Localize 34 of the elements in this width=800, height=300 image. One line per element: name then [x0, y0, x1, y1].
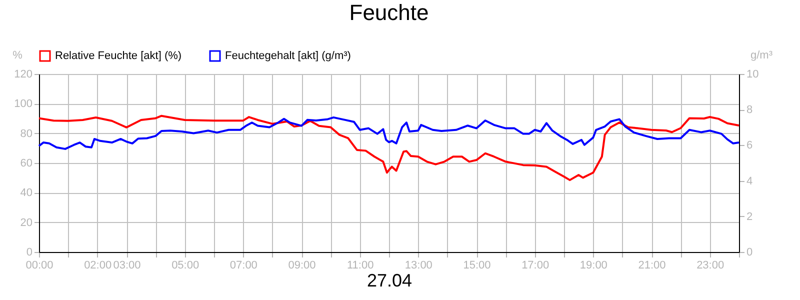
x-tick-label: 09:00: [288, 260, 316, 272]
y2-tick-label: 8: [746, 104, 753, 116]
x-tick-label: 07:00: [230, 260, 258, 272]
y-tick-label: 20: [20, 216, 32, 229]
x-tick-label: 02:00: [84, 260, 112, 272]
x-axis-title: 27.04: [366, 270, 412, 290]
y-tick-label: 60: [20, 158, 32, 170]
x-tick-label: 15:00: [463, 260, 491, 272]
y-tick-label: 40: [20, 187, 32, 200]
x-tick-label: 00:00: [26, 260, 54, 272]
y2-tick-label: 2: [746, 210, 753, 223]
chart-title: Feuchte: [349, 0, 429, 25]
y2-tick-label: 6: [746, 140, 753, 152]
x-tick-label: 19:00: [580, 260, 608, 272]
x-tick-label: 05:00: [172, 260, 200, 272]
line-series: [38, 116, 740, 150]
x-tick-label: 11:00: [346, 260, 374, 272]
y2-tick-label: 4: [746, 175, 753, 188]
line-series: [38, 114, 740, 182]
y2-tick-label: 0: [746, 246, 753, 258]
x-tick-label: 23:00: [696, 260, 724, 272]
x-tick-label: 21:00: [638, 260, 666, 272]
y-tick-label: 0: [26, 246, 32, 258]
x-tick-label: 13:00: [404, 260, 432, 272]
x-tick-label: 17:00: [522, 260, 550, 272]
legend-label: Relative Feuchte [akt] (%): [55, 50, 182, 62]
y-tick-label: 80: [20, 128, 32, 140]
x-tick-label: 03:00: [113, 260, 141, 272]
y2-axis-title: g/m³: [750, 50, 773, 62]
y-tick-label: 120: [14, 68, 32, 80]
y-axis-title: %: [12, 50, 23, 62]
legend-label: Feuchtegehalt [akt] (g/m³): [225, 50, 351, 62]
y-tick-label: 100: [14, 98, 32, 110]
y2-tick-label: 10: [746, 68, 759, 80]
